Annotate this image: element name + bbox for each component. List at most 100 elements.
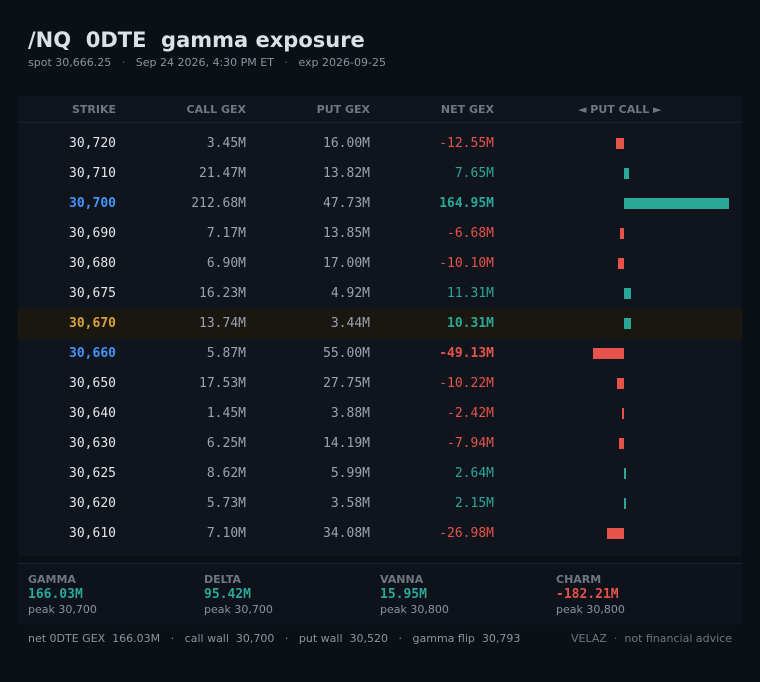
separator: · (284, 632, 289, 645)
net-gex-bar (624, 318, 631, 329)
put-gex-cell: 34.08M (323, 526, 370, 541)
net-gex-bar (592, 348, 624, 359)
stat-label: GAMMA (28, 573, 76, 586)
net-gex-cell: -26.98M (439, 526, 494, 541)
net-gex-bar (624, 468, 626, 479)
put-gex-cell: 13.85M (323, 226, 370, 241)
put-gex-cell: 5.99M (330, 466, 370, 481)
table-row: 30,620 5.73M 3.58M 2.15M (18, 489, 742, 519)
stat-delta: DELTA 95.42M peak 30,700 (204, 573, 273, 616)
footer-net-gex: net 0DTE GEX 166.03M (28, 632, 161, 645)
separator: · (170, 632, 175, 645)
net-gex-bar (618, 438, 624, 449)
table-row: 30,670 13.74M 3.44M 10.31M (18, 309, 742, 339)
net-gex-cell: -10.10M (439, 256, 494, 271)
stat-peak: peak 30,800 (380, 603, 449, 616)
strike-cell: 30,660 (69, 346, 116, 361)
call-gex-cell: 13.74M (199, 316, 246, 331)
call-gex-cell: 8.62M (206, 466, 246, 481)
call-gex-cell: 16.23M (199, 286, 246, 301)
net-gex-bar (606, 528, 624, 539)
table-row: 30,720 3.45M 16.00M -12.55M (18, 129, 742, 159)
call-gex-cell: 21.47M (199, 166, 246, 181)
header-strike: STRIKE (71, 103, 116, 116)
net-gex-bar (624, 288, 632, 299)
separator: · (398, 632, 403, 645)
net-gex-bar (624, 168, 629, 179)
call-gex-cell: 7.10M (206, 526, 246, 541)
stat-label: VANNA (380, 573, 424, 586)
table-row: 30,675 16.23M 4.92M 11.31M (18, 279, 742, 309)
put-gex-cell: 3.88M (330, 406, 370, 421)
table-row: 30,625 8.62M 5.99M 2.64M (18, 459, 742, 489)
table-header: STRIKE CALL GEX PUT GEX NET GEX ◄ PUT CA… (18, 96, 742, 123)
greeks-summary: GAMMA 166.03M peak 30,700 DELTA 95.42M peak 3… (18, 563, 742, 625)
put-gex-cell: 47.73M (323, 196, 370, 211)
net-gex-cell: 2.64M (454, 466, 494, 481)
header-bar-legend: ◄ PUT CALL ► (578, 103, 662, 116)
put-gex-cell: 13.82M (323, 166, 370, 181)
table-row: 30,690 7.17M 13.85M -6.68M (18, 219, 742, 249)
strike-cell: 30,720 (69, 136, 116, 151)
header-call-gex: CALL GEX (186, 103, 246, 116)
net-gex-bar (617, 258, 624, 269)
page-title: /NQ 0DTE gamma exposure (28, 28, 365, 52)
strike-cell: 30,610 (69, 526, 116, 541)
spot-price: spot 30,666.25 (28, 56, 112, 69)
net-gex-cell: -12.55M (439, 136, 494, 151)
strike-cell: 30,700 (69, 196, 116, 211)
net-gex-bar (619, 228, 624, 239)
stat-value: 166.03M (28, 587, 83, 602)
put-gex-cell: 3.44M (330, 316, 370, 331)
separator: · (284, 56, 288, 69)
call-gex-cell: 6.25M (206, 436, 246, 451)
footer-brand: VELAZ · not financial advice (570, 632, 732, 645)
net-gex-cell: -49.13M (439, 346, 494, 361)
stat-vanna: VANNA 15.95M peak 30,800 (380, 573, 449, 616)
strike-cell: 30,625 (69, 466, 116, 481)
call-gex-cell: 6.90M (206, 256, 246, 271)
net-gex-cell: -6.68M (447, 226, 494, 241)
put-gex-cell: 4.92M (330, 286, 370, 301)
strike-cell: 30,710 (69, 166, 116, 181)
timestamp: Sep 24 2026, 4:30 PM ET (135, 56, 274, 69)
strike-cell: 30,620 (69, 496, 116, 511)
strike-cell: 30,670 (69, 316, 116, 331)
stat-peak: peak 30,800 (556, 603, 625, 616)
net-gex-bar (622, 408, 624, 419)
net-gex-cell: 2.15M (454, 496, 494, 511)
table-row: 30,700 212.68M 47.73M 164.95M (18, 189, 742, 219)
net-gex-cell: 10.31M (447, 316, 494, 331)
table-row: 30,710 21.47M 13.82M 7.65M (18, 159, 742, 189)
net-gex-cell: 7.65M (454, 166, 494, 181)
stat-peak: peak 30,700 (28, 603, 97, 616)
gex-table: STRIKE CALL GEX PUT GEX NET GEX ◄ PUT CA… (18, 96, 742, 556)
table-row: 30,650 17.53M 27.75M -10.22M (18, 369, 742, 399)
stat-label: DELTA (204, 573, 241, 586)
put-gex-cell: 55.00M (323, 346, 370, 361)
net-gex-bar (617, 378, 624, 389)
net-gex-bar (624, 498, 626, 509)
table-row: 30,660 5.87M 55.00M -49.13M (18, 339, 742, 369)
stat-value: -182.21M (556, 587, 619, 602)
subtitle: spot 30,666.25 · Sep 24 2026, 4:30 PM ET… (28, 56, 386, 69)
put-gex-cell: 14.19M (323, 436, 370, 451)
put-gex-cell: 17.00M (323, 256, 370, 271)
put-gex-cell: 16.00M (323, 136, 370, 151)
table-row: 30,630 6.25M 14.19M -7.94M (18, 429, 742, 459)
stat-label: CHARM (556, 573, 602, 586)
strike-cell: 30,630 (69, 436, 116, 451)
call-gex-cell: 3.45M (206, 136, 246, 151)
stat-value: 95.42M (204, 587, 251, 602)
call-gex-cell: 5.87M (206, 346, 246, 361)
net-gex-cell: 11.31M (447, 286, 494, 301)
call-gex-cell: 212.68M (191, 196, 246, 211)
call-gex-cell: 17.53M (199, 376, 246, 391)
strike-cell: 30,650 (69, 376, 116, 391)
call-gex-cell: 5.73M (206, 496, 246, 511)
stat-peak: peak 30,700 (204, 603, 273, 616)
table-row: 30,680 6.90M 17.00M -10.10M (18, 249, 742, 279)
separator: · (121, 56, 126, 69)
strike-cell: 30,680 (69, 256, 116, 271)
footer-gamma-flip: gamma flip 30,793 (412, 632, 521, 645)
